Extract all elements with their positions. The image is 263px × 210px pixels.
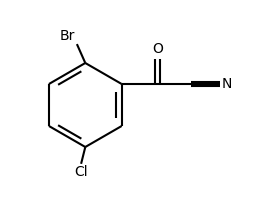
Text: O: O: [152, 42, 163, 56]
Text: Cl: Cl: [74, 165, 88, 179]
Text: Br: Br: [59, 29, 75, 43]
Text: N: N: [221, 77, 232, 91]
